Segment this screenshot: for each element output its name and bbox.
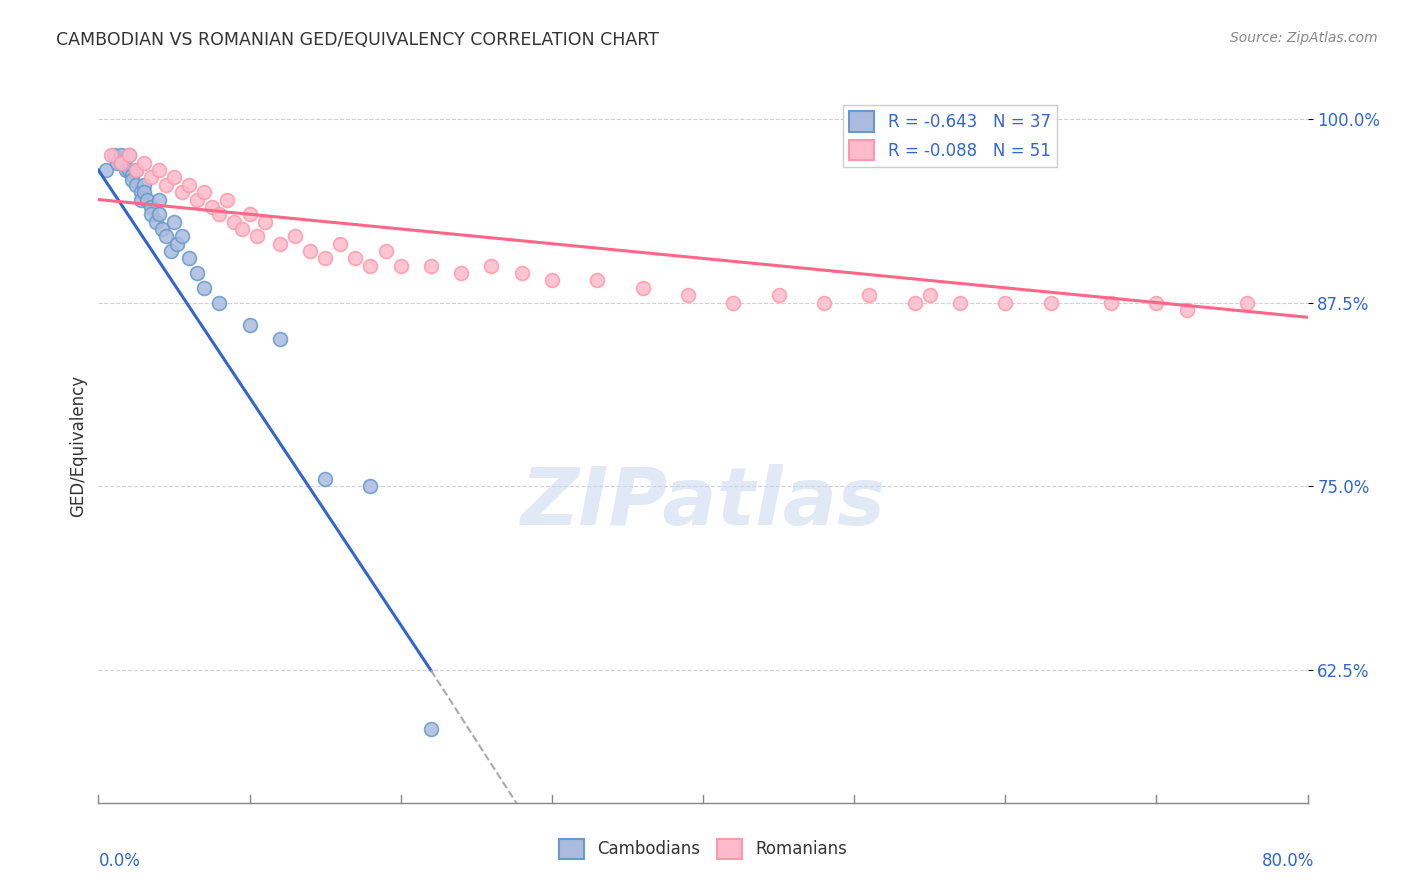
Point [141,200,163,214]
Text: Source: ZipAtlas.com: Source: ZipAtlas.com [1230,31,1378,45]
Legend: Cambodians, Romanians: Cambodians, Romanians [553,832,853,866]
Point [631,281,654,295]
Point [179,178,201,192]
Point [132,155,155,169]
Point [118,148,141,162]
Point [186,193,208,207]
Point [374,244,396,258]
Point [420,259,443,273]
Point [129,193,152,207]
Point [155,229,177,244]
Point [231,222,253,236]
Point [118,148,141,162]
Point [540,273,562,287]
Point [253,214,276,228]
Point [723,295,745,310]
Point [360,479,382,493]
Point [314,252,336,266]
Point [314,472,336,486]
Point [329,236,352,251]
Point [858,288,880,302]
Point [904,295,927,310]
Point [148,207,170,221]
Point [949,295,972,310]
Point [215,193,238,207]
Point [160,244,183,258]
Point [1175,302,1198,317]
Point [94,163,117,178]
Point [100,148,122,162]
Point [141,170,163,185]
Point [193,185,215,199]
Point [510,266,533,280]
Point [114,163,136,178]
Point [105,155,128,169]
Point [118,163,141,178]
Point [420,723,443,737]
Point [170,229,193,244]
Point [121,168,143,182]
Point [389,259,412,273]
Point [170,185,193,199]
Point [150,222,173,236]
Point [1039,295,1062,310]
Point [193,281,215,295]
Point [132,185,155,199]
Point [208,295,231,310]
Point [481,259,503,273]
Point [103,148,125,162]
Point [299,244,322,258]
Point [246,229,269,244]
Point [676,288,699,302]
Point [163,170,186,185]
Point [125,163,148,178]
Point [239,318,262,332]
Text: 0.0%: 0.0% [98,852,141,870]
Point [768,288,790,302]
Point [360,259,382,273]
Point [141,207,163,221]
Text: 80.0%: 80.0% [1263,852,1315,870]
Text: CAMBODIAN VS ROMANIAN GED/EQUIVALENCY CORRELATION CHART: CAMBODIAN VS ROMANIAN GED/EQUIVALENCY CO… [56,31,659,49]
Point [129,185,152,199]
Point [813,295,835,310]
Point [148,193,170,207]
Point [269,236,291,251]
Point [450,266,472,280]
Point [179,252,201,266]
Point [269,332,291,346]
Text: ZIPatlas: ZIPatlas [520,464,886,542]
Point [1099,295,1122,310]
Point [918,288,941,302]
Point [208,207,231,221]
Point [284,229,307,244]
Point [186,266,208,280]
Point [163,214,186,228]
Point [201,200,224,214]
Point [110,148,132,162]
Point [1236,295,1258,310]
Y-axis label: GED/Equivalency: GED/Equivalency [69,375,87,517]
Point [586,273,609,287]
Point [135,193,157,207]
Point [994,295,1017,310]
Point [132,178,155,192]
Point [344,252,367,266]
Point [148,163,170,178]
Point [224,214,246,228]
Point [110,155,132,169]
Point [166,236,188,251]
Point [125,163,148,178]
Point [125,178,148,192]
Point [239,207,262,221]
Point [155,178,177,192]
Point [121,173,143,187]
Point [1144,295,1167,310]
Point [145,214,167,228]
Point [110,155,132,169]
